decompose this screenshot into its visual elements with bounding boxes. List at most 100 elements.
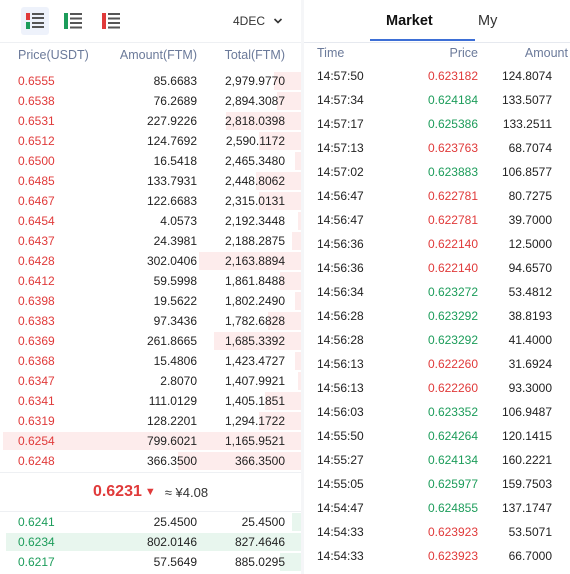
order-total: 1,861.8488 (224, 274, 285, 288)
trade-price-column-header: Price (449, 46, 478, 60)
decimal-precision-select[interactable]: 4DEC (233, 12, 283, 30)
ask-order-row[interactable]: 0.6467 122.6683 2,315.0131 (0, 191, 301, 211)
order-total: 1,407.9921 (224, 374, 285, 388)
depth-bar (177, 452, 301, 470)
ask-order-row[interactable]: 0.6398 19.5622 1,802.2490 (0, 291, 301, 311)
depth-bar (298, 212, 301, 230)
trade-amount: 159.7503 (501, 477, 552, 491)
tab-my[interactable]: My (478, 13, 498, 29)
order-amount: 122.6683 (146, 194, 197, 208)
ask-order-row[interactable]: 0.6347 2.8070 1,407.9921 (0, 371, 301, 391)
trade-price: 0.623352 (427, 405, 478, 419)
depth-bar (198, 252, 301, 270)
decimal-precision-value: 4DEC (232, 14, 265, 28)
view-asks-only-button[interactable] (97, 7, 125, 35)
order-price: 0.6369 (18, 334, 55, 348)
depth-bar (267, 312, 301, 330)
order-amount: 128.2201 (146, 414, 197, 428)
trade-amount: 41.4000 (508, 333, 552, 347)
ask-order-row[interactable]: 0.6500 16.5418 2,465.3480 (0, 151, 301, 171)
trade-amount: 53.5071 (508, 525, 552, 539)
order-amount: 57.5649 (153, 555, 197, 569)
ask-order-row[interactable]: 0.6428 302.0406 2,163.8894 (0, 251, 301, 271)
view-both-sides-button[interactable] (21, 7, 49, 35)
view-bids-only-button[interactable] (59, 7, 87, 35)
order-price: 0.6500 (18, 154, 55, 168)
trade-price: 0.623923 (427, 525, 478, 539)
bid-order-row[interactable]: 0.6234 802.0146 827.4646 (0, 532, 301, 552)
ask-order-row[interactable]: 0.6369 261.8665 1,685.3392 (0, 331, 301, 351)
order-price: 0.6412 (18, 274, 55, 288)
trade-time: 14:54:47 (317, 501, 364, 515)
trade-time: 14:56:28 (317, 309, 364, 323)
trade-amount: 39.7000 (508, 213, 552, 227)
order-book-bids-icon (64, 13, 82, 29)
last-price-bar: 0.6231 ▼ ≈ ¥4.08 (0, 472, 301, 512)
trade-price: 0.624134 (427, 453, 478, 467)
ask-order-row[interactable]: 0.6248 366.3500 366.3500 (0, 451, 301, 471)
trade-row: 14:54:47 0.624855 137.1747 (304, 496, 570, 520)
trade-amount: 93.3000 (508, 381, 552, 395)
trade-amount: 31.6924 (508, 357, 552, 371)
ask-order-row[interactable]: 0.6383 97.3436 1,782.6828 (0, 311, 301, 331)
ask-order-row[interactable]: 0.6454 4.0573 2,192.3448 (0, 211, 301, 231)
trade-row: 14:56:34 0.623272 53.4812 (304, 280, 570, 304)
order-book-column-headers: Price(USDT) Amount(FTM) Total(FTM) (0, 42, 301, 68)
order-amount: 111.0129 (148, 394, 197, 408)
trade-price: 0.623923 (427, 549, 478, 563)
trade-time: 14:55:05 (317, 477, 364, 491)
trade-amount-column-header: Amount (524, 46, 568, 60)
trade-time: 14:56:28 (317, 333, 364, 347)
trade-amount: 120.1415 (501, 429, 552, 443)
trade-time: 14:54:33 (317, 525, 364, 539)
ask-order-row[interactable]: 0.6437 24.3981 2,188.2875 (0, 231, 301, 251)
order-amount: 85.6683 (153, 74, 197, 88)
ask-order-row[interactable]: 0.6531 227.9226 2,818.0398 (0, 111, 301, 131)
trades-panel: Market My Time Price Amount 14:57:50 0.62… (304, 0, 570, 574)
depth-bar (298, 372, 301, 390)
order-amount: 802.0146 (146, 535, 197, 549)
depth-bar (213, 332, 301, 350)
trade-time: 14:57:02 (317, 165, 364, 179)
trade-row: 14:55:50 0.624264 120.1415 (304, 424, 570, 448)
ask-order-row[interactable]: 0.6319 128.2201 1,294.1722 (0, 411, 301, 431)
order-price: 0.6454 (18, 214, 55, 228)
trade-amount: 12.5000 (508, 237, 552, 251)
trade-price: 0.623292 (427, 333, 478, 347)
order-total: 366.3500 (234, 454, 285, 468)
order-price: 0.6217 (18, 555, 55, 569)
price-column-header: Price(USDT) (18, 48, 89, 62)
tab-market[interactable]: Market (386, 13, 433, 29)
trade-price: 0.622140 (427, 261, 478, 275)
trades-column-headers: Time Price Amount (304, 44, 570, 64)
trade-price: 0.622260 (427, 357, 478, 371)
bid-order-row[interactable]: 0.6217 57.5649 885.0295 (0, 552, 301, 572)
ask-order-row[interactable]: 0.6341 111.0129 1,405.1851 (0, 391, 301, 411)
ask-order-row[interactable]: 0.6555 85.6683 2,979.9770 (0, 71, 301, 91)
ask-order-row[interactable]: 0.6412 59.5998 1,861.8488 (0, 271, 301, 291)
trade-row: 14:57:34 0.624184 133.5077 (304, 88, 570, 112)
depth-bar (279, 553, 301, 571)
order-total: 827.4646 (234, 535, 285, 549)
order-total: 1,294.1722 (224, 414, 285, 428)
last-price: 0.6231 (92, 483, 142, 500)
trade-time: 14:56:13 (317, 381, 364, 395)
order-total: 2,315.0131 (224, 194, 285, 208)
ask-order-row[interactable]: 0.6512 124.7692 2,590.1172 (0, 131, 301, 151)
total-column-header: Total(FTM) (224, 48, 285, 62)
trade-price: 0.623292 (427, 309, 478, 323)
depth-bar (255, 172, 301, 190)
order-total: 2,894.3087 (224, 94, 285, 108)
depth-bar (6, 533, 301, 551)
ask-order-row[interactable]: 0.6368 15.4806 1,423.4727 (0, 351, 301, 371)
trade-row: 14:56:28 0.623292 38.8193 (304, 304, 570, 328)
order-amount: 366.3500 (146, 454, 197, 468)
ask-order-row[interactable]: 0.6254 799.6021 1,165.9521 (0, 431, 301, 451)
trade-amount: 160.2221 (501, 453, 552, 467)
ask-order-row[interactable]: 0.6485 133.7931 2,448.8062 (0, 171, 301, 191)
trade-time: 14:56:36 (317, 237, 364, 251)
ask-order-row[interactable]: 0.6538 76.2689 2,894.3087 (0, 91, 301, 111)
chevron-down-icon (273, 18, 283, 24)
bid-order-row[interactable]: 0.6241 25.4500 25.4500 (0, 512, 301, 532)
order-amount: 59.5998 (153, 274, 197, 288)
